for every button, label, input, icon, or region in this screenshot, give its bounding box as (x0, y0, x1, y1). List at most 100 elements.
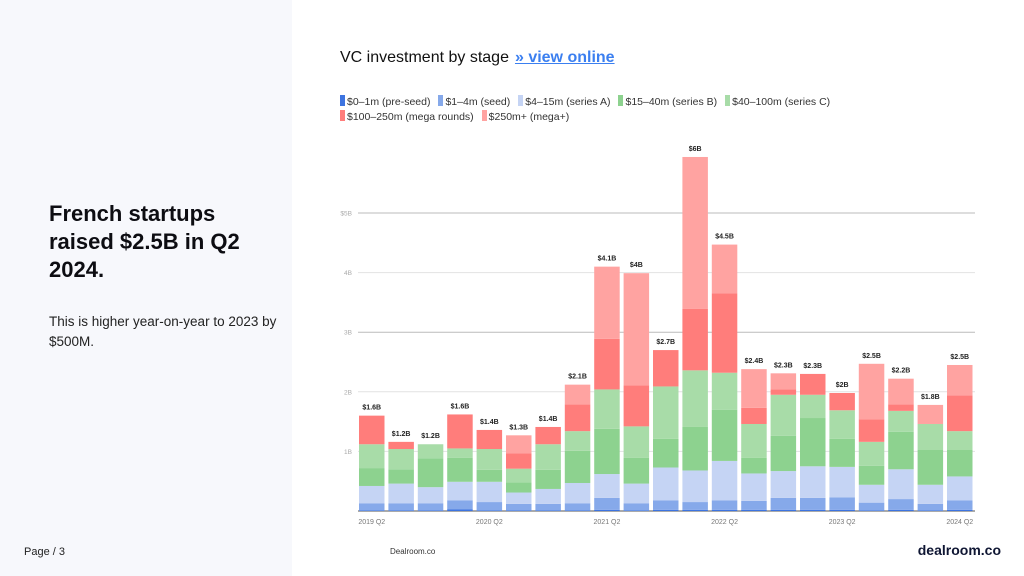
y-tick-label: 4B (344, 270, 352, 277)
bar-segment (623, 273, 650, 386)
bar-total-label: $4B (630, 262, 643, 269)
bar-segment (594, 509, 620, 511)
source-label: Dealroom.co (390, 547, 436, 556)
bar-segment (623, 483, 650, 504)
bar-segment (741, 457, 767, 474)
bar-segment (359, 468, 385, 486)
bar-segment (947, 431, 973, 450)
bar-segment (417, 510, 444, 511)
bar-segment (623, 457, 650, 484)
bar-segment (535, 444, 561, 470)
legend-item[interactable]: $4–15m (series A) (518, 95, 610, 110)
legend-label: $15–40m (series B) (625, 96, 718, 108)
bar-segment (682, 156, 708, 309)
y-tick-label: $5B (340, 211, 352, 218)
bar-segment (858, 510, 885, 511)
bar-segment (388, 469, 414, 484)
bar-total-label: $1.3B (509, 424, 528, 431)
bar-segment (770, 471, 797, 498)
bar-segment (947, 395, 973, 432)
y-tick-label: 2B (344, 389, 352, 396)
bar-segment (564, 503, 591, 511)
bar-total-label: $2.5B (950, 354, 969, 361)
bar-total-label: $1.8B (921, 394, 940, 401)
bar-segment (359, 444, 385, 469)
bar-segment (506, 453, 532, 469)
bar-segment (858, 363, 885, 420)
bar-segment (917, 449, 944, 485)
legend-item[interactable]: $0–1m (pre-seed) (340, 95, 430, 110)
bar-segment (800, 509, 826, 511)
chart-legend: $0–1m (pre-seed) $1–4m (seed) $4–15m (seri… (340, 95, 860, 125)
bar-segment (947, 509, 973, 511)
bar-segment (770, 497, 797, 510)
bar-segment (388, 510, 414, 511)
bar-segment (829, 466, 855, 498)
bar-segment (947, 476, 973, 501)
bar-segment (829, 410, 855, 439)
bar-segment (594, 428, 620, 475)
bar-segment (564, 450, 591, 483)
bar-total-label: $2.3B (774, 362, 793, 369)
legend-label: $250m+ (mega+) (488, 111, 570, 123)
legend-item[interactable]: $40–100m (series C) (725, 95, 830, 110)
bar-segment (741, 500, 767, 510)
bar-segment (888, 410, 914, 432)
bar-segment (770, 394, 797, 436)
bar-segment (564, 384, 591, 405)
bar-segment (535, 426, 561, 445)
bar-segment (447, 457, 473, 482)
bar-segment (800, 466, 826, 498)
bar-segment (388, 503, 414, 511)
bar-segment (506, 482, 532, 493)
bar-segment (711, 244, 738, 294)
legend-item[interactable]: $1–4m (seed) (438, 95, 510, 110)
bar-segment (888, 431, 914, 470)
bar-segment (653, 438, 679, 468)
bar-segment (653, 509, 679, 511)
stacked-bar-chart: 1B 2B 3B 4B $5B $1.6B 2019 Q2 $1.2B $1.2B $1.6B $1… (340, 146, 975, 526)
bar-segment (800, 418, 826, 467)
bar-segment (741, 423, 767, 458)
bar-segment (564, 510, 591, 511)
bar-total-label: $6B (689, 146, 702, 153)
view-online-link[interactable]: » view online (514, 49, 615, 66)
legend-item[interactable]: $250m+ (mega+) (481, 110, 570, 125)
page-indicator: Page / 3 (24, 546, 65, 558)
bar-total-label: $2.7B (656, 339, 675, 346)
bar-segment (741, 473, 767, 501)
bar-segment (947, 364, 973, 396)
bar-total-label: $2.3B (803, 363, 822, 370)
legend-item[interactable]: $15–40m (series B) (618, 95, 717, 110)
bar-total-label: $2.4B (745, 358, 764, 365)
x-tick-label: 2024 Q2 (946, 519, 973, 526)
bar-segment (476, 449, 503, 470)
bar-segment (653, 386, 679, 439)
bar-segment (711, 509, 738, 511)
bar-segment (417, 503, 444, 511)
bar-segment (682, 370, 708, 427)
bar-segment (682, 308, 708, 371)
bar-segment (653, 467, 679, 501)
bar-segment (594, 389, 620, 429)
x-tick-label: 2023 Q2 (829, 519, 856, 526)
legend-item[interactable]: $100–250m (mega rounds) (340, 110, 474, 125)
bar-segment (711, 460, 738, 501)
bar-segment (476, 502, 503, 511)
bar-segment (711, 372, 738, 410)
y-tick-label: 3B (344, 330, 352, 337)
bar-segment (947, 449, 973, 477)
bar-segment (770, 509, 797, 511)
y-tick-label: 1B (344, 449, 352, 456)
bar-total-label: $2.5B (862, 353, 881, 360)
bar-segment (682, 426, 708, 471)
bar-total-label: $4.5B (715, 234, 734, 241)
bar-segment (741, 369, 767, 408)
bar-segment (564, 482, 591, 504)
bar-segment (417, 487, 444, 504)
bar-segment (417, 444, 444, 459)
bar-segment (858, 419, 885, 442)
bar-total-label: $1.6B (362, 405, 381, 412)
bar-segment (800, 394, 826, 419)
bar-segment (623, 510, 650, 511)
